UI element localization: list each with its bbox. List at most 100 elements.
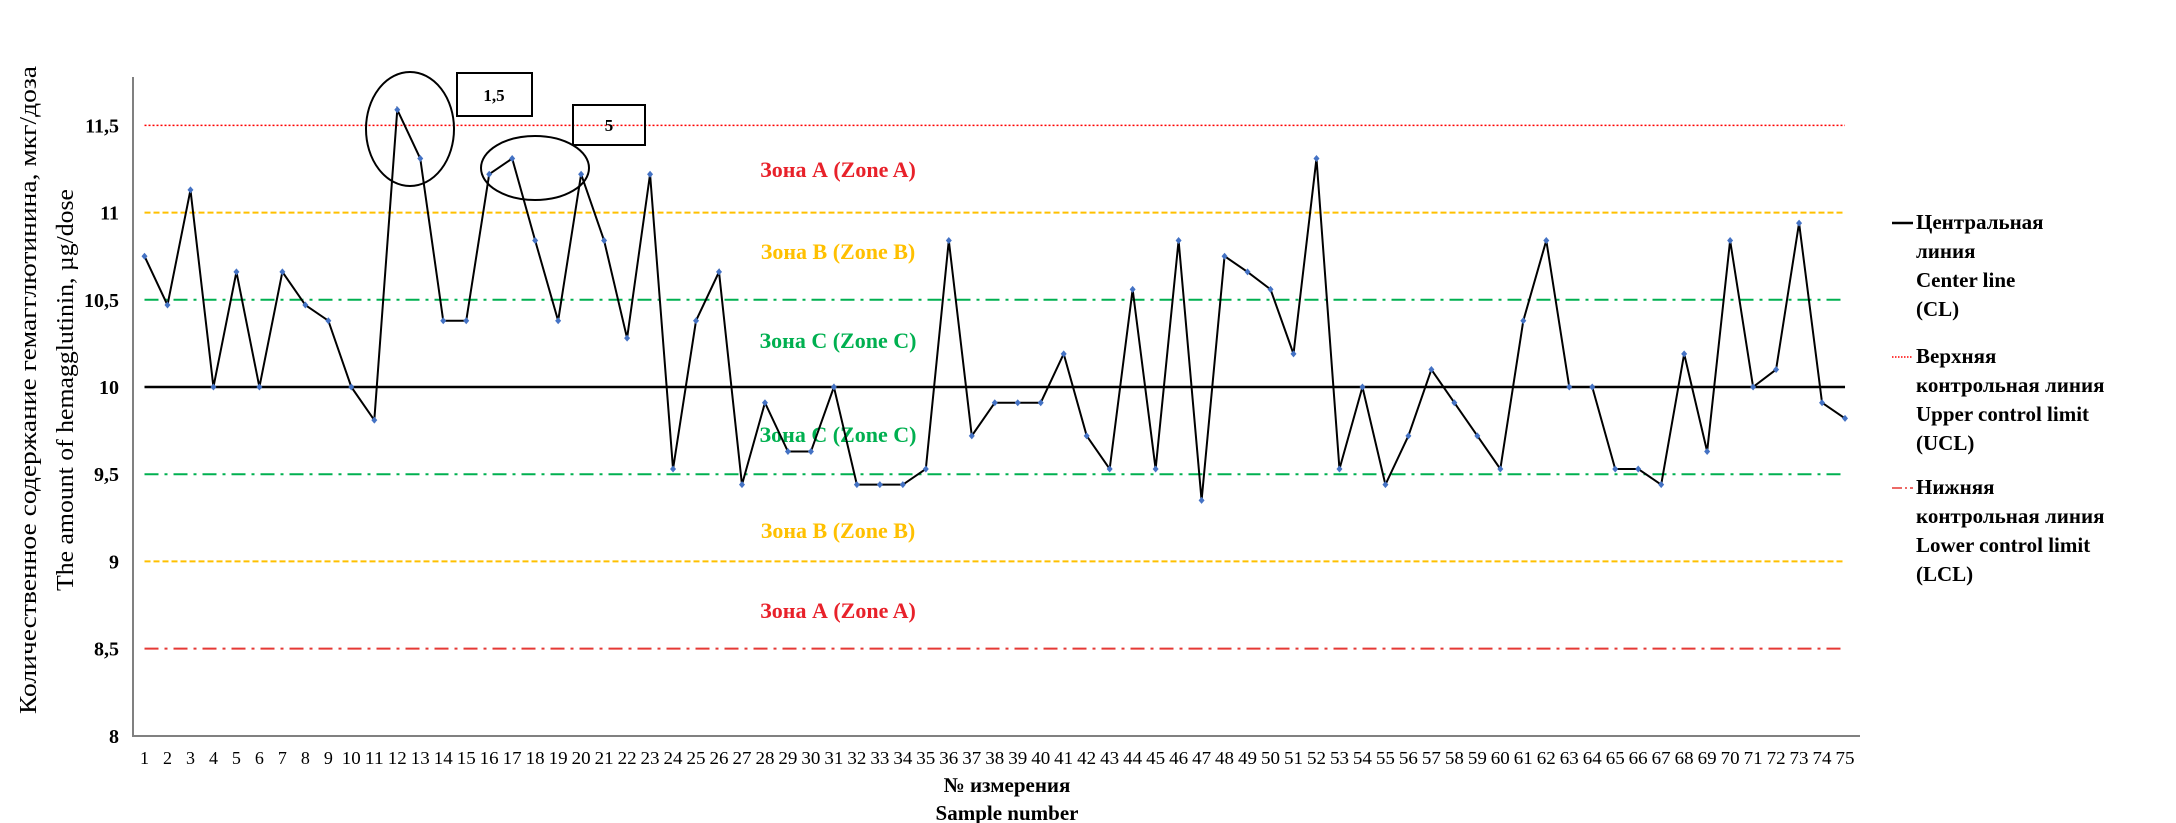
x-tick-label: 13 xyxy=(411,748,430,768)
x-tick-label: 26 xyxy=(710,748,729,768)
data-point xyxy=(1267,285,1274,293)
x-tick-label: 31 xyxy=(824,748,843,768)
x-tick-label: 69 xyxy=(1698,748,1717,768)
data-point xyxy=(417,155,424,163)
legend-label: линия xyxy=(1916,239,1975,263)
x-tick-label: 35 xyxy=(916,748,935,768)
x-tick-label: 63 xyxy=(1560,748,1579,768)
data-point xyxy=(394,106,401,114)
y-tick-label: 11,5 xyxy=(85,115,119,137)
x-tick-label: 33 xyxy=(870,748,889,768)
y-axis-title: Количественное содержание гемагглютинина… xyxy=(16,66,79,714)
x-tick-label: 65 xyxy=(1606,748,1625,768)
y-tick-label: 8,5 xyxy=(94,639,119,661)
x-tick-label: 15 xyxy=(457,748,476,768)
x-tick-label: 36 xyxy=(939,748,958,768)
legend-label: Center line xyxy=(1916,268,2015,292)
data-point xyxy=(945,237,952,245)
zone-label: Зона А (Zone A) xyxy=(760,157,916,182)
x-tick-label: 30 xyxy=(801,748,820,768)
data-point xyxy=(647,170,654,178)
zone-labels: Зона А (Zone A) Зона В (Zone B) Зона С (Zo… xyxy=(760,157,917,623)
data-point xyxy=(1244,268,1251,276)
data-point xyxy=(486,170,493,178)
data-point xyxy=(830,383,837,391)
x-tick-label: 34 xyxy=(893,748,912,768)
x-tick-label: 44 xyxy=(1123,748,1142,768)
data-point xyxy=(1221,252,1228,260)
data-point xyxy=(1083,432,1090,440)
data-point xyxy=(601,237,608,245)
x-tick-label: 27 xyxy=(732,748,751,768)
data-point xyxy=(922,465,929,473)
data-point xyxy=(440,317,447,325)
x-tick-label: 55 xyxy=(1376,748,1395,768)
data-point xyxy=(1336,465,1343,473)
y-tick-label: 9 xyxy=(109,551,119,573)
data-point xyxy=(256,383,263,391)
data-point xyxy=(670,465,677,473)
data-point xyxy=(784,448,791,456)
data-point xyxy=(1014,399,1021,407)
x-tick-label: 71 xyxy=(1744,748,1763,768)
y-tick-label: 8 xyxy=(109,726,119,748)
legend: Центральная линия Center line (CL) Верхняя ко… xyxy=(1892,210,2104,586)
data-point xyxy=(1060,350,1067,358)
x-tick-label: 21 xyxy=(595,748,614,768)
x-tick-label: 54 xyxy=(1353,748,1372,768)
data-point xyxy=(853,481,860,489)
x-tick-label: 50 xyxy=(1261,748,1280,768)
x-tick-label: 67 xyxy=(1652,748,1671,768)
x-tick-label: 14 xyxy=(434,748,453,768)
zone-label: Зона С (Zone C) xyxy=(760,328,917,353)
x-tick-label: 51 xyxy=(1284,748,1303,768)
x-tick-label: 41 xyxy=(1054,748,1073,768)
data-point xyxy=(210,383,217,391)
x-tick-label: 60 xyxy=(1491,748,1510,768)
data-point xyxy=(1428,366,1435,374)
data-point xyxy=(624,334,631,342)
legend-label: Upper control limit xyxy=(1916,402,2089,426)
x-axis-title-en: Sample number xyxy=(936,801,1079,823)
x-tick-label: 40 xyxy=(1031,748,1050,768)
legend-label: контрольная линия xyxy=(1916,504,2104,528)
y-tick-label: 10 xyxy=(99,377,119,399)
y-tick-label: 11 xyxy=(100,203,119,225)
reference-lines xyxy=(144,124,1846,650)
x-tick-label: 12 xyxy=(388,748,407,768)
data-point xyxy=(164,301,171,309)
x-tick-label: 23 xyxy=(641,748,660,768)
x-tick-label: 5 xyxy=(232,748,241,768)
x-tick-label: 56 xyxy=(1399,748,1418,768)
zone-label: Зона С (Zone C) xyxy=(760,422,917,447)
x-tick-label: 7 xyxy=(278,748,287,768)
x-tick-label: 18 xyxy=(526,748,545,768)
x-tick-label: 75 xyxy=(1836,748,1855,768)
data-point xyxy=(1635,465,1642,473)
y-axis-title-en: The amount of hemagglutinin, µg/dose xyxy=(53,189,79,591)
series-line xyxy=(143,105,1846,501)
x-tick-label: 39 xyxy=(1008,748,1027,768)
data-point xyxy=(1152,465,1159,473)
x-tick-label: 28 xyxy=(755,748,774,768)
data-point xyxy=(1658,481,1665,489)
annotation-ellipse xyxy=(365,71,455,187)
data-point xyxy=(141,252,148,260)
x-tick-label: 46 xyxy=(1169,748,1188,768)
data-point xyxy=(233,268,240,276)
x-tick-label: 53 xyxy=(1330,748,1349,768)
data-point xyxy=(279,268,286,276)
legend-label: (UCL) xyxy=(1916,431,1974,455)
data-point xyxy=(532,237,539,245)
x-tick-label: 1 xyxy=(140,748,149,768)
y-tick-label: 10,5 xyxy=(84,290,119,312)
data-point xyxy=(1727,237,1734,245)
x-tick-label: 62 xyxy=(1537,748,1556,768)
x-tick-label: 3 xyxy=(186,748,195,768)
y-axis-title-ru: Количественное содержание гемагглютинина… xyxy=(16,66,42,714)
x-tick-label: 49 xyxy=(1238,748,1257,768)
x-tick-label: 37 xyxy=(962,748,981,768)
data-point xyxy=(1175,237,1182,245)
